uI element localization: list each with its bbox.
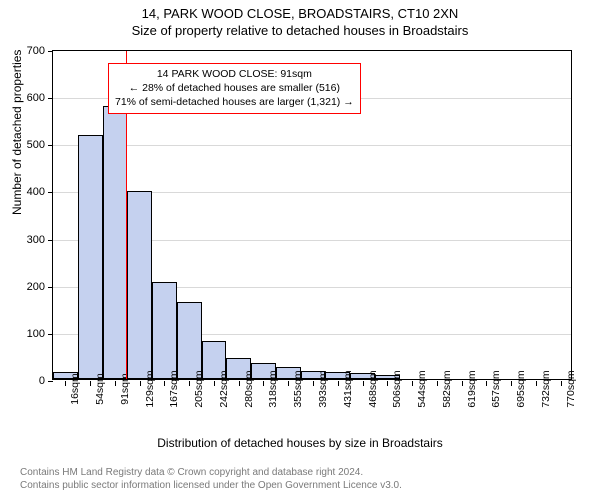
xtick-mark: [140, 381, 141, 386]
chart-area: 010020030040050060070016sqm54sqm91sqm129…: [52, 50, 572, 418]
chart-title-sub: Size of property relative to detached ho…: [0, 23, 600, 38]
ytick-label: 300: [15, 234, 45, 246]
gridline: [53, 145, 571, 146]
xtick-mark: [288, 381, 289, 386]
ytick-label: 400: [15, 186, 45, 198]
xtick-mark: [387, 381, 388, 386]
footer-line2: Contains public sector information licen…: [20, 479, 402, 492]
ytick-mark: [48, 381, 53, 382]
histogram-bar: [177, 302, 202, 379]
histogram-bar: [152, 282, 177, 379]
xtick-label: 544sqm: [416, 370, 428, 407]
ytick-label: 500: [15, 139, 45, 151]
xtick-mark: [214, 381, 215, 386]
ytick-mark: [48, 240, 53, 241]
annotation-box: 14 PARK WOOD CLOSE: 91sqm← 28% of detach…: [108, 63, 361, 114]
xtick-mark: [115, 381, 116, 386]
xtick-label: 582sqm: [441, 370, 453, 407]
xtick-mark: [164, 381, 165, 386]
xtick-label: 695sqm: [515, 370, 527, 407]
ytick-mark: [48, 98, 53, 99]
histogram-bar: [127, 191, 152, 379]
ytick-label: 700: [15, 45, 45, 57]
ytick-mark: [48, 51, 53, 52]
ytick-mark: [48, 287, 53, 288]
xtick-label: 732sqm: [540, 370, 552, 407]
xtick-mark: [363, 381, 364, 386]
xtick-label: 506sqm: [391, 370, 403, 407]
xtick-mark: [536, 381, 537, 386]
annotation-line1: 14 PARK WOOD CLOSE: 91sqm: [115, 67, 354, 81]
ytick-mark: [48, 334, 53, 335]
xtick-mark: [437, 381, 438, 386]
xtick-mark: [90, 381, 91, 386]
xtick-label: 770sqm: [565, 370, 577, 407]
xtick-mark: [313, 381, 314, 386]
xtick-mark: [338, 381, 339, 386]
annotation-line3: 71% of semi-detached houses are larger (…: [115, 95, 354, 109]
xtick-mark: [189, 381, 190, 386]
chart-title-block: 14, PARK WOOD CLOSE, BROADSTAIRS, CT10 2…: [0, 0, 600, 38]
footer-attribution: Contains HM Land Registry data © Crown c…: [20, 466, 402, 492]
xtick-mark: [511, 381, 512, 386]
xtick-mark: [412, 381, 413, 386]
ytick-label: 100: [15, 328, 45, 340]
xtick-mark: [561, 381, 562, 386]
ytick-label: 600: [15, 92, 45, 104]
ytick-mark: [48, 192, 53, 193]
xtick-mark: [462, 381, 463, 386]
ytick-label: 200: [15, 281, 45, 293]
chart-title-main: 14, PARK WOOD CLOSE, BROADSTAIRS, CT10 2…: [0, 6, 600, 21]
x-axis-label: Distribution of detached houses by size …: [0, 436, 600, 450]
histogram-bar: [78, 135, 103, 379]
ytick-mark: [48, 145, 53, 146]
footer-line1: Contains HM Land Registry data © Crown c…: [20, 466, 402, 479]
plot-area: 010020030040050060070016sqm54sqm91sqm129…: [52, 50, 572, 380]
xtick-label: 657sqm: [490, 370, 502, 407]
xtick-mark: [486, 381, 487, 386]
ytick-label: 0: [15, 375, 45, 387]
histogram-bar: [103, 106, 128, 379]
xtick-label: 619sqm: [466, 370, 478, 407]
xtick-mark: [263, 381, 264, 386]
annotation-line2: ← 28% of detached houses are smaller (51…: [115, 81, 354, 95]
xtick-mark: [239, 381, 240, 386]
xtick-mark: [65, 381, 66, 386]
